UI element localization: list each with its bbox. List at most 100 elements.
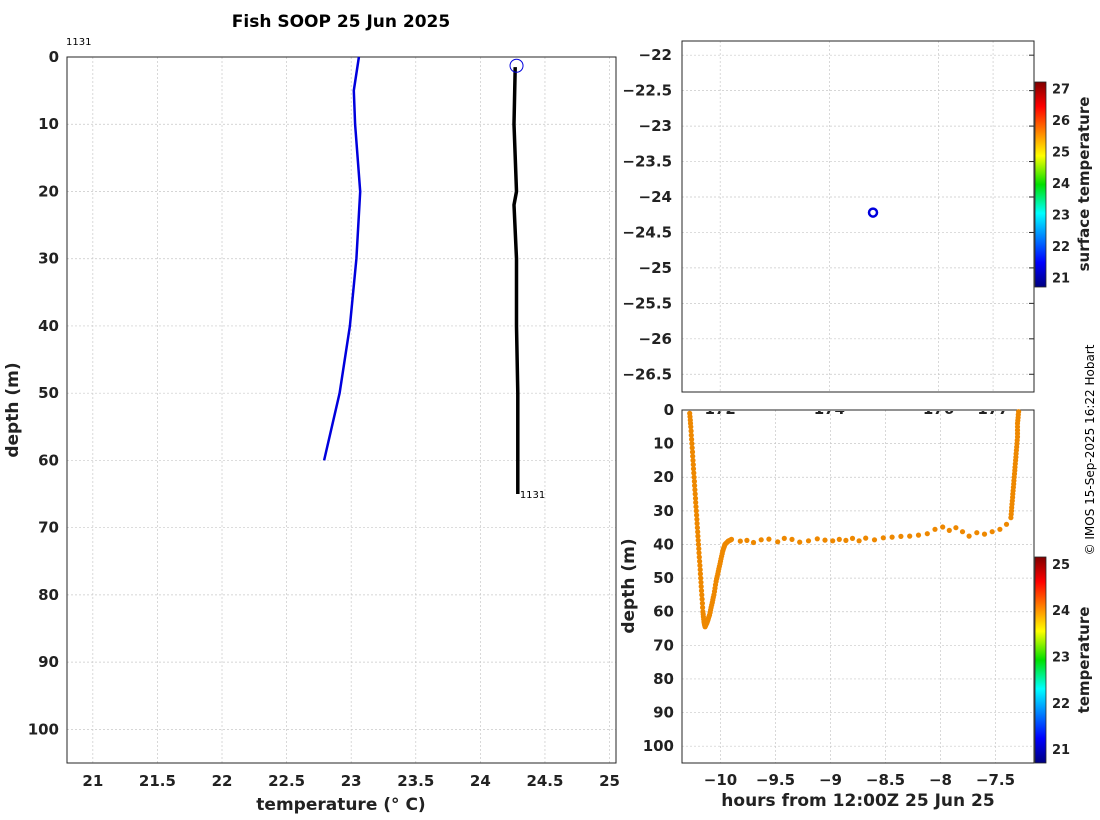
y-tick-label: −22.5 — [622, 82, 672, 100]
depth-point — [750, 539, 757, 546]
depth-point — [766, 536, 772, 542]
panel-overlap-mask — [620, 394, 1065, 411]
colorbar-tick-label: 26 — [1052, 114, 1070, 129]
y-tick-label: 40 — [653, 535, 674, 553]
depth-point — [924, 531, 930, 537]
y-tick-label: 100 — [28, 720, 59, 738]
y-tick-label: 10 — [38, 115, 59, 133]
depth-point — [915, 532, 922, 538]
colorbar-tick-label: 22 — [1052, 240, 1070, 255]
depth-point — [997, 526, 1003, 532]
depth-point — [974, 530, 980, 536]
profile-line-1 — [322, 56, 362, 461]
y-tick-label: −22 — [639, 46, 672, 64]
x-tick-label: 23 — [341, 772, 362, 790]
y-tick-label: 60 — [653, 603, 674, 621]
depth-point — [695, 541, 702, 548]
surface-temperature-colorbar — [1034, 81, 1047, 288]
y-tick-label: 70 — [653, 636, 674, 654]
depth-point — [698, 579, 704, 585]
figure-title: Fish SOOP 25 Jun 2025 — [232, 12, 450, 32]
depth-point — [690, 457, 696, 463]
y-tick-labels: 0 10 20 30 40 50 60 70 80 90 100 — [643, 401, 674, 755]
depth-point — [989, 529, 995, 535]
plot-frame — [66, 56, 617, 764]
depth-point — [694, 525, 701, 531]
depth-point — [696, 554, 702, 560]
x-tick-label: 22 — [212, 772, 233, 790]
depth-point — [744, 537, 750, 544]
y-tick-label: 80 — [38, 586, 59, 604]
depth-point — [966, 533, 972, 539]
colorbar-label: temperature — [1075, 607, 1093, 714]
depth-point — [830, 538, 836, 544]
colorbar-tick-label: 27 — [1052, 82, 1070, 97]
depth-point — [863, 535, 869, 541]
depth-point — [898, 533, 904, 540]
x-tick-label: −8.5 — [866, 771, 905, 789]
depth-point — [694, 512, 700, 518]
grid-lines — [682, 409, 1034, 763]
depth-point — [698, 588, 705, 594]
x-tick-label: 25 — [599, 772, 620, 790]
depth-point — [932, 526, 938, 532]
depth-point — [697, 567, 703, 573]
y-tick-label: −26 — [639, 330, 672, 348]
depth-point — [953, 525, 959, 531]
depth-point — [695, 529, 701, 535]
depth-point — [871, 537, 878, 543]
y-tick-label: −23 — [639, 117, 672, 135]
y-tick-label: −24.5 — [622, 223, 672, 241]
y-tick-label: 20 — [38, 182, 59, 200]
colorbar-tick-label: 24 — [1052, 177, 1070, 192]
y-tick-label: 90 — [653, 704, 674, 722]
depth-point — [940, 524, 946, 530]
depth-point — [843, 537, 849, 544]
grid-lines — [682, 41, 1034, 392]
depth-point — [822, 537, 828, 543]
depth-point — [692, 491, 698, 497]
depth-point — [1003, 521, 1010, 527]
depth-point — [689, 445, 695, 451]
depth-point — [691, 474, 697, 480]
depth-point — [693, 504, 699, 510]
x-tick-labels: −10 −9.5 −9 −8.5 −8 −7.5 — [704, 771, 1015, 789]
y-tick-label: 30 — [38, 250, 59, 268]
depth-point — [856, 538, 862, 544]
depth-point — [689, 449, 696, 455]
y-tick-label: 40 — [38, 317, 59, 335]
depth-point — [836, 536, 842, 543]
depth-point — [699, 596, 705, 602]
start-marker — [509, 58, 524, 73]
x-axis-label: temperature (° C) — [256, 795, 425, 815]
depth-point — [690, 453, 696, 459]
depth-point — [946, 527, 952, 534]
y-axis-label: depth (m) — [3, 362, 23, 457]
x-tick-label: −7.5 — [976, 771, 1015, 789]
y-tick-label: 60 — [38, 451, 59, 469]
depth-point — [814, 536, 820, 542]
depth-point — [849, 535, 856, 542]
depth-point — [805, 538, 812, 544]
y-tick-label: 50 — [653, 569, 674, 587]
top-id-label: 1131 — [66, 37, 91, 48]
depth-point — [889, 534, 895, 540]
y-tick-label: −25.5 — [622, 294, 672, 312]
x-tick-label: 24 — [470, 772, 491, 790]
depth-point — [1016, 409, 1022, 415]
depth-point — [775, 539, 781, 545]
plot-frame — [681, 40, 1035, 393]
colorbar-tick-label: 21 — [1052, 272, 1070, 287]
depth-point — [689, 441, 695, 447]
y-tick-label: 70 — [38, 519, 59, 537]
depth-point — [789, 536, 795, 543]
temperature-profile-panel: 21 21.5 22 22.5 23 23.5 24 24.5 25 0 10 20 30 40 50 60… — [3, 37, 620, 815]
depth-point — [691, 478, 698, 484]
depth-point — [688, 424, 694, 430]
position-points — [867, 207, 879, 218]
depth-point — [695, 533, 701, 539]
colorbar-tick-label: 23 — [1052, 208, 1070, 223]
y-tick-labels: 0 10 20 30 40 50 60 70 80 90 100 — [28, 48, 59, 738]
y-tick-label: 10 — [653, 435, 674, 453]
